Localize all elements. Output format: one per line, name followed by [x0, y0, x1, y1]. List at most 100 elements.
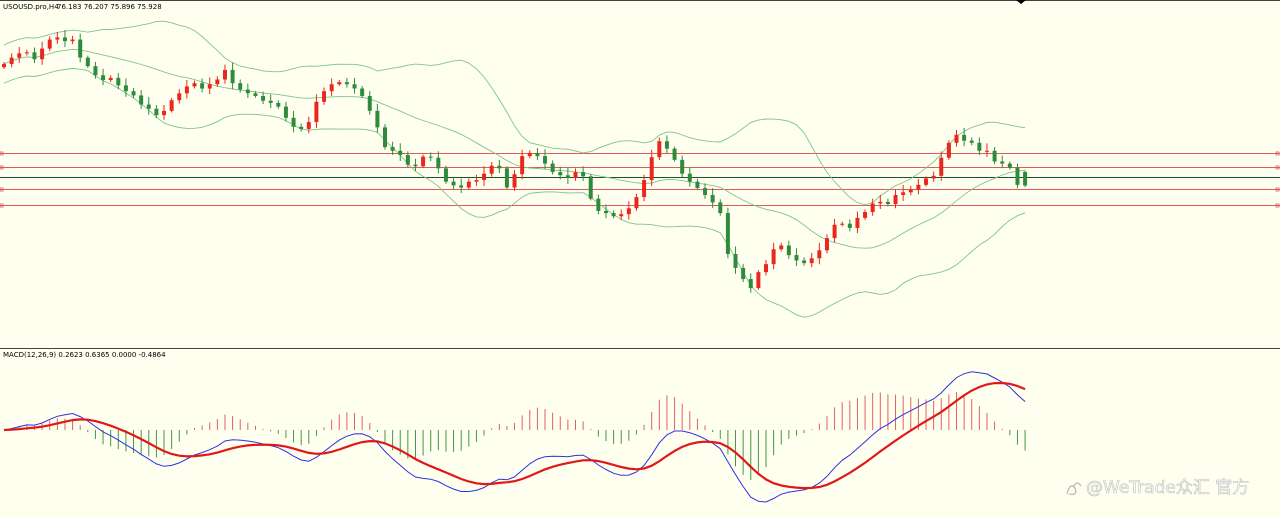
wetrade-logo-icon	[1066, 482, 1082, 496]
candle-body	[85, 57, 90, 67]
candle-body	[200, 83, 205, 89]
candle-body	[276, 102, 281, 107]
candle-body	[764, 264, 768, 273]
candle-body	[383, 127, 387, 148]
level-handle-left	[0, 187, 4, 192]
candle-body	[649, 157, 654, 181]
candle-body	[230, 69, 235, 84]
candle-body	[62, 37, 67, 42]
candle-body	[322, 91, 327, 102]
macd-label: MACD(12,26,9) 0.2623 0.6365 0.0000 -0.48…	[3, 351, 166, 359]
candle-body	[847, 223, 852, 228]
candle-body	[840, 223, 845, 225]
candle-body	[337, 82, 342, 85]
candle-body	[984, 150, 989, 152]
candle-body	[946, 142, 951, 158]
candle-body	[1015, 167, 1020, 185]
ohlc-label: 76.183 76.207 75.896 75.928	[57, 3, 162, 11]
candle-body	[421, 156, 426, 167]
macd-line	[3, 371, 1026, 503]
candle-body	[870, 203, 875, 212]
candle-body	[131, 91, 136, 96]
candle-body	[619, 214, 624, 217]
candle-body	[809, 258, 814, 264]
candle-body	[9, 57, 14, 65]
candle-body	[626, 208, 631, 215]
candle-body	[748, 279, 753, 289]
candle-body	[672, 148, 677, 160]
level-handle-left	[0, 203, 4, 208]
candle-body	[451, 181, 456, 186]
candle-body	[664, 141, 669, 149]
candle-body	[375, 110, 380, 128]
candle-body	[687, 173, 692, 182]
candle-body	[139, 95, 144, 105]
candle-body	[299, 126, 304, 129]
candle-body	[657, 141, 662, 158]
candle-body	[756, 272, 761, 289]
candle-body	[893, 194, 898, 205]
candle-body	[466, 181, 471, 188]
candle-body	[70, 39, 75, 42]
candle-body	[802, 260, 807, 264]
bollinger-upper	[3, 20, 1026, 206]
candle-body	[253, 93, 258, 96]
candle-body	[428, 156, 433, 158]
candle-body	[24, 52, 29, 54]
candle-body	[40, 48, 45, 60]
candle-body	[1000, 161, 1005, 164]
candle-body	[581, 172, 586, 177]
candle-body	[344, 82, 349, 85]
candle-body	[543, 156, 548, 164]
candle-body	[603, 210, 608, 214]
candle-body	[824, 238, 829, 251]
signal-line	[3, 381, 1026, 490]
bollinger-lower	[3, 68, 1026, 318]
candle-body	[329, 84, 334, 92]
level-handle-left	[0, 165, 4, 170]
candle-body	[352, 84, 357, 89]
candle-body	[47, 39, 52, 49]
candle-body	[306, 122, 311, 129]
level-handle-right	[1275, 165, 1280, 170]
price-pane[interactable]	[0, 0, 1280, 318]
bollinger-bands	[3, 20, 1026, 318]
candle-body	[520, 156, 525, 175]
level-handle-right	[1275, 187, 1280, 192]
candle-body	[718, 202, 723, 214]
candle-body	[101, 75, 106, 81]
candle-body	[504, 168, 509, 188]
candle-body	[512, 174, 517, 188]
candle-body	[550, 163, 555, 173]
candle-body	[535, 152, 540, 157]
bollinger-middle	[3, 48, 1026, 249]
candle-body	[558, 172, 563, 176]
candle-body	[924, 178, 929, 185]
macd-lines	[3, 371, 1026, 503]
candle-body	[863, 211, 868, 218]
chart-shift-marker-icon[interactable]	[1016, 0, 1026, 4]
candle-body	[703, 188, 708, 195]
candle-body	[192, 83, 197, 87]
candle-body	[207, 84, 212, 89]
candle-body	[733, 254, 738, 268]
candle-body	[695, 181, 700, 189]
candle-body	[588, 176, 593, 199]
candle-body	[245, 89, 250, 94]
candle-body	[222, 69, 227, 80]
candle-body	[741, 267, 746, 280]
candle-body	[596, 198, 601, 211]
level-handle-right	[1275, 203, 1280, 208]
candle-body	[832, 224, 837, 239]
candle-body	[771, 249, 776, 265]
symbol-label: USOUSD.pro,H4	[3, 3, 59, 11]
watermark-text: @WeTrade众汇 官方	[1086, 478, 1249, 498]
candle-body	[405, 155, 410, 165]
candle-body	[116, 77, 121, 86]
candle-body	[184, 86, 189, 94]
macd-pane[interactable]	[3, 371, 1026, 503]
candle-body	[2, 64, 6, 68]
candlesticks	[2, 29, 1028, 293]
candle-body	[527, 152, 532, 157]
